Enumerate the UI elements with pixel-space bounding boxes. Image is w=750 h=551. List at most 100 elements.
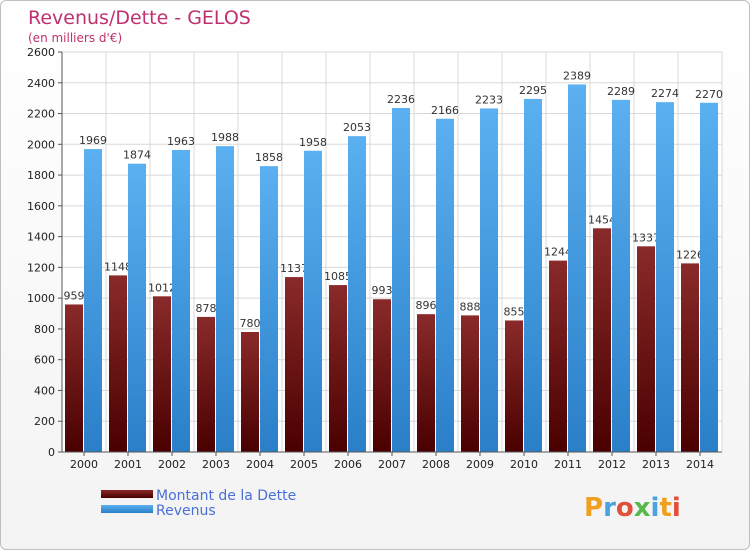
x-tick-label: 2003	[202, 458, 230, 471]
bar-dette	[65, 304, 83, 452]
bar-dette	[197, 316, 215, 452]
label-dette: 878	[196, 302, 217, 315]
chart-subtitle: (en milliers d'€)	[28, 31, 122, 45]
label-revenus: 1858	[255, 151, 283, 164]
label-revenus: 2236	[387, 93, 415, 106]
y-tick-label: 0	[48, 446, 55, 459]
chart-title: Revenus/Dette - GELOS	[28, 7, 251, 29]
x-tick-label: 2011	[554, 458, 582, 471]
x-tick-label: 2001	[114, 458, 142, 471]
y-tick-label: 2600	[27, 46, 55, 59]
legend-swatch-dette	[101, 490, 153, 498]
bar-revenus	[392, 108, 410, 452]
label-dette: 1137	[280, 262, 308, 275]
x-tick-label: 2013	[642, 458, 670, 471]
label-dette: 1337	[632, 231, 660, 244]
label-dette: 888	[460, 300, 481, 313]
label-revenus: 2270	[695, 88, 723, 101]
bar-dette	[109, 275, 127, 452]
label-revenus: 2295	[519, 84, 547, 97]
bar-revenus	[348, 136, 366, 452]
label-dette: 1012	[148, 281, 176, 294]
label-revenus: 1963	[167, 135, 195, 148]
y-tick-label: 400	[34, 384, 55, 397]
label-revenus: 2289	[607, 85, 635, 98]
bar-revenus	[524, 98, 542, 452]
x-tick-label: 2002	[158, 458, 186, 471]
label-dette: 896	[416, 299, 437, 312]
y-tick-label: 1400	[27, 231, 55, 244]
legend-label-dette: Montant de la Dette	[156, 488, 296, 504]
y-tick-label: 2000	[27, 138, 55, 151]
x-tick-label: 2010	[510, 458, 538, 471]
bar-dette	[593, 228, 611, 452]
logo-text: Proxiti	[584, 493, 681, 523]
x-tick-label: 2014	[686, 458, 714, 471]
label-dette: 993	[372, 284, 393, 297]
label-dette: 1148	[104, 260, 132, 273]
bar-dette	[241, 332, 259, 452]
x-tick-label: 2007	[378, 458, 406, 471]
legend-swatch-revenus	[101, 505, 153, 513]
label-revenus: 2053	[343, 121, 371, 134]
y-tick-label: 1800	[27, 169, 55, 182]
bar-dette	[417, 314, 435, 452]
label-revenus: 2166	[431, 104, 459, 117]
bar-revenus	[480, 108, 498, 452]
bar-revenus	[216, 146, 234, 452]
bar-revenus	[260, 166, 278, 452]
label-revenus: 1874	[123, 149, 151, 162]
axes: 0 200 400 600 800 1000 1200 1400 1600 1800 2000 220…	[27, 46, 722, 471]
y-tick-label: 1000	[27, 292, 55, 305]
bar-dette	[153, 296, 171, 452]
label-dette: 1226	[676, 248, 704, 261]
bar-dette	[549, 260, 567, 452]
label-revenus: 1969	[79, 134, 107, 147]
y-tick-label: 2200	[27, 108, 55, 121]
bars: 959 1969 1148 1874 1012 1963 878 1988 780 1858 113…	[64, 69, 723, 453]
label-revenus: 2274	[651, 87, 679, 100]
label-dette: 855	[504, 305, 525, 318]
label-dette: 1244	[544, 246, 572, 259]
legend-label-revenus: Revenus	[156, 503, 216, 519]
bar-dette	[285, 277, 303, 452]
bar-dette	[373, 299, 391, 452]
label-dette: 959	[64, 289, 85, 302]
proxiti-logo: Proxiti	[584, 493, 681, 523]
x-tick-label: 2000	[70, 458, 98, 471]
bar-revenus	[84, 149, 102, 453]
x-tick-label: 2006	[334, 458, 362, 471]
bar-revenus	[612, 99, 630, 452]
bar-revenus	[656, 102, 674, 453]
bar-dette	[681, 263, 699, 452]
x-tick-label: 2012	[598, 458, 626, 471]
y-tick-label: 200	[34, 415, 55, 428]
label-revenus: 1958	[299, 136, 327, 149]
y-tick-label: 1200	[27, 261, 55, 274]
x-tick-label: 2004	[246, 458, 274, 471]
y-tick-label: 600	[34, 354, 55, 367]
x-tick-label: 2008	[422, 458, 450, 471]
label-dette: 780	[240, 317, 261, 330]
label-dette: 1085	[324, 270, 352, 283]
legend: Montant de la Dette Revenus	[101, 488, 296, 519]
bar-dette	[637, 246, 655, 452]
bar-revenus	[128, 163, 146, 452]
label-revenus: 1988	[211, 131, 239, 144]
bar-dette	[505, 320, 523, 452]
bar-dette	[329, 285, 347, 452]
x-tick-label: 2009	[466, 458, 494, 471]
y-tick-label: 800	[34, 323, 55, 336]
x-tick-label: 2005	[290, 458, 318, 471]
y-tick-label: 1600	[27, 200, 55, 213]
bar-revenus	[172, 150, 190, 452]
label-dette: 1454	[588, 213, 616, 226]
label-revenus: 2389	[563, 69, 591, 82]
y-tick-label: 2400	[27, 77, 55, 90]
bar-revenus	[436, 118, 454, 453]
label-revenus: 2233	[475, 93, 503, 106]
bar-revenus	[568, 84, 586, 452]
bar-revenus	[304, 150, 322, 452]
